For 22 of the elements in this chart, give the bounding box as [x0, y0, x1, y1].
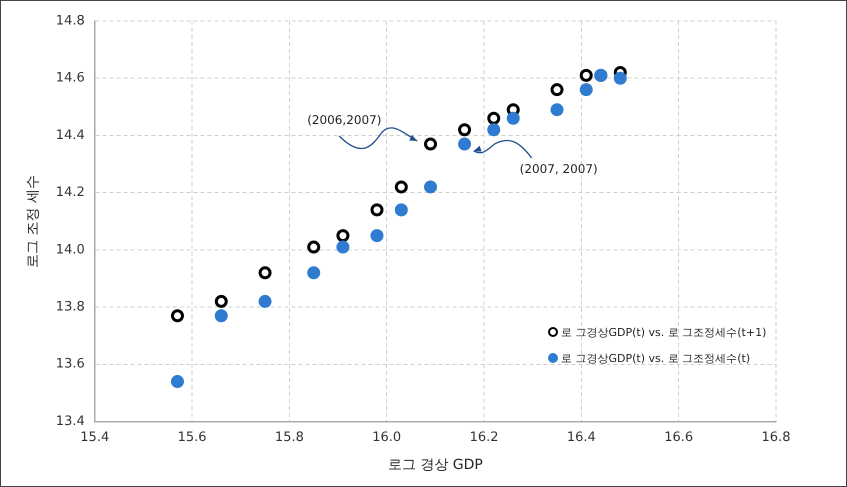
x-tick-label: 16.8	[762, 430, 790, 445]
y-tick-label: 13.4	[56, 414, 85, 429]
y-tick-label: 14.4	[56, 128, 85, 143]
x-tick-label: 15.8	[274, 430, 304, 445]
x-tick-label: 15.4	[80, 430, 110, 445]
x-axis-title: 로그 경상 GDP	[388, 457, 483, 474]
annotation: (2006,2007)	[307, 113, 382, 128]
y-axis-title: 로그 조정 세수	[25, 174, 42, 268]
legend-label: 로 그경상GDP(t) vs. 로 그조정세수(t)	[561, 352, 750, 365]
x-tick-label: 16.2	[470, 430, 499, 445]
y-tick-label: 13.8	[56, 300, 85, 315]
annotation: (2007, 2007)	[520, 162, 598, 176]
y-tick-label: 13.6	[56, 356, 85, 372]
y-tick-label: 14.8	[56, 13, 85, 28]
legend-label: 로 그경상GDP(t) vs. 로 그조정세수(t+1)	[561, 326, 766, 339]
x-tick-label: 16.0	[372, 430, 402, 445]
y-tick-label: 14.6	[56, 70, 85, 86]
y-tick-label: 14.0	[56, 242, 85, 258]
x-tick-label: 16.4	[566, 430, 596, 445]
x-tick-label: 15.6	[178, 430, 207, 445]
y-tick-label: 14.2	[56, 185, 85, 200]
x-tick-label: 16.6	[664, 430, 694, 445]
